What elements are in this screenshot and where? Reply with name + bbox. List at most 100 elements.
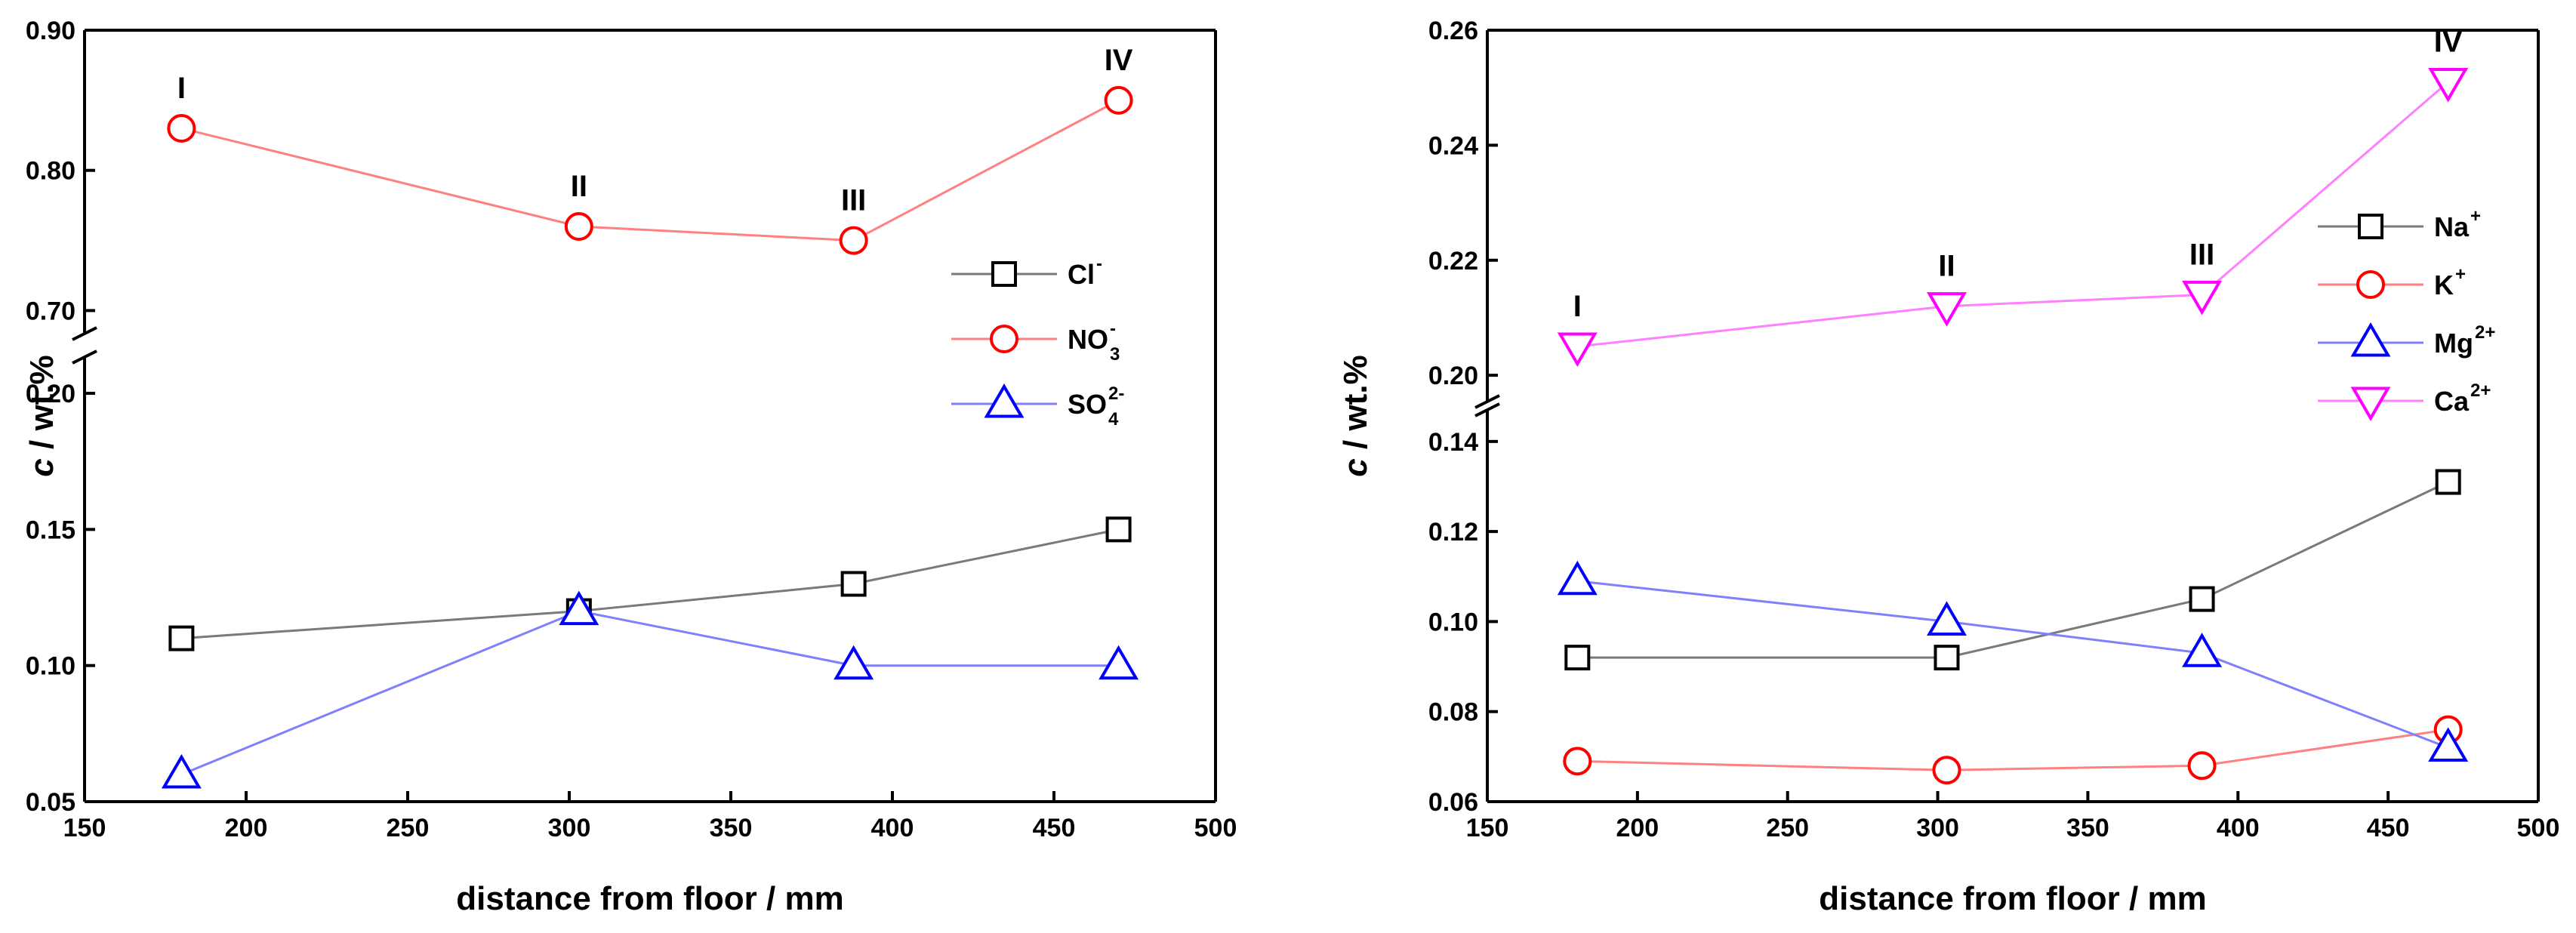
data-point	[840, 571, 867, 597]
y-tick-label: 0.12	[1428, 518, 1478, 547]
data-point	[839, 226, 868, 255]
point-label: III	[2189, 238, 2214, 271]
data-point	[559, 590, 599, 626]
legend-marker	[2358, 214, 2383, 239]
series-line	[1577, 728, 2448, 771]
series-line	[1577, 81, 2449, 348]
x-tick-label: 250	[387, 814, 430, 842]
legend-superscript: +	[2455, 264, 2466, 285]
data-point	[1564, 645, 1591, 671]
legend-label: Cl	[1068, 259, 1095, 290]
axis-break-mark	[72, 326, 97, 341]
series-so	[161, 590, 1139, 789]
data-point	[1563, 747, 1592, 776]
cation-chart: 150 200 250 300 350 400 450 500 0.06 0.08 0.10 0.12…	[1337, 17, 2559, 917]
x-tick-label: 150	[63, 814, 106, 842]
y-axis-title: c / wt.%	[23, 355, 60, 476]
data-point	[2428, 727, 2469, 762]
data-point	[2435, 469, 2461, 495]
series-ca	[1557, 68, 2469, 368]
series-line	[1577, 481, 2449, 659]
x-tick-label: 500	[2517, 814, 2560, 842]
legend-subscript: 4	[1108, 409, 1119, 430]
point-label: I	[177, 72, 186, 105]
x-axis-title: distance from floor / mm	[456, 880, 843, 917]
data-point	[834, 645, 874, 680]
y-tick-label: 0.20	[1428, 362, 1478, 390]
series-line	[181, 528, 1119, 640]
data-point	[1932, 756, 1961, 785]
legend-label: Na	[2434, 211, 2470, 242]
x-tick-label: 300	[1916, 814, 1959, 842]
y-tick-label: 0.24	[1428, 131, 1478, 160]
y-axis-title: c / wt.%	[1337, 355, 1374, 476]
x-tick-label: 400	[2217, 814, 2260, 842]
data-point	[168, 625, 195, 651]
data-point	[2189, 586, 2215, 612]
data-point	[2182, 633, 2223, 667]
legend-marker	[2356, 270, 2385, 299]
legend-marker	[990, 325, 1018, 353]
data-point	[1557, 560, 1598, 596]
x-tick-label: 400	[871, 814, 914, 842]
legend-superscript: 2+	[2475, 322, 2495, 343]
legend-marker	[2350, 322, 2391, 357]
point-label: II	[1938, 250, 1955, 283]
x-tick-label: 450	[1033, 814, 1076, 842]
point-label: III	[841, 184, 866, 217]
legend-superscript: -	[1110, 319, 1116, 339]
data-point	[1104, 85, 1133, 115]
data-point	[1098, 645, 1139, 680]
data-point	[2187, 751, 2217, 781]
x-axis-title: distance from floor / mm	[1819, 880, 2206, 917]
x-tick-label: 200	[1616, 814, 1659, 842]
y-tick-label: 0.10	[1428, 608, 1478, 636]
series-cl	[168, 516, 1132, 651]
legend-superscript: -	[1096, 254, 1102, 274]
data-point	[1105, 516, 1132, 543]
axis-break-mark	[1474, 394, 1500, 409]
x-tick-label: 450	[2367, 814, 2410, 842]
series-line	[1577, 580, 2449, 749]
legend-label: Mg	[2434, 328, 2473, 359]
y-tick-label: 0.22	[1428, 247, 1478, 276]
y-tick-label: 0.90	[26, 17, 75, 45]
y-tick-label: 0.80	[26, 157, 75, 186]
x-tick-label: 500	[1194, 814, 1237, 842]
y-tick-label: 0.08	[1428, 698, 1478, 727]
x-tick-label: 350	[2066, 814, 2109, 842]
y-tick-label: 0.14	[1428, 428, 1478, 457]
point-label: II	[571, 170, 587, 203]
legend-label: SO	[1068, 389, 1107, 420]
data-point	[161, 753, 202, 789]
legend-superscript: +	[2470, 206, 2481, 226]
series-no	[167, 85, 1133, 255]
legend-superscript: 2+	[2470, 380, 2491, 401]
y-tick-label: 0.10	[26, 652, 75, 681]
data-point	[564, 212, 593, 241]
series-line	[181, 99, 1120, 242]
x-tick-label: 300	[548, 814, 591, 842]
y-tick-label: 0.70	[26, 297, 75, 325]
data-point	[1557, 332, 1598, 368]
x-tick-label: 150	[1466, 814, 1509, 842]
legend-marker	[991, 261, 1017, 287]
legend-label: NO	[1068, 324, 1108, 355]
series-line	[180, 610, 1119, 776]
x-tick-label: 200	[225, 814, 268, 842]
series-na	[1564, 469, 2461, 671]
legend-marker	[2350, 386, 2391, 421]
legend-subscript: 3	[1110, 344, 1120, 365]
data-point	[2428, 68, 2469, 103]
series-mg	[1557, 560, 2469, 762]
axis-break-mark	[72, 349, 97, 365]
y-tick-label: 0.15	[26, 516, 75, 544]
point-label: I	[1573, 290, 1582, 323]
data-point	[2182, 280, 2223, 316]
data-point	[1934, 645, 1960, 671]
point-label: IV	[1105, 44, 1133, 77]
data-point	[167, 114, 196, 143]
legend-marker	[984, 383, 1025, 418]
legend-label: Ca	[2434, 386, 2470, 417]
